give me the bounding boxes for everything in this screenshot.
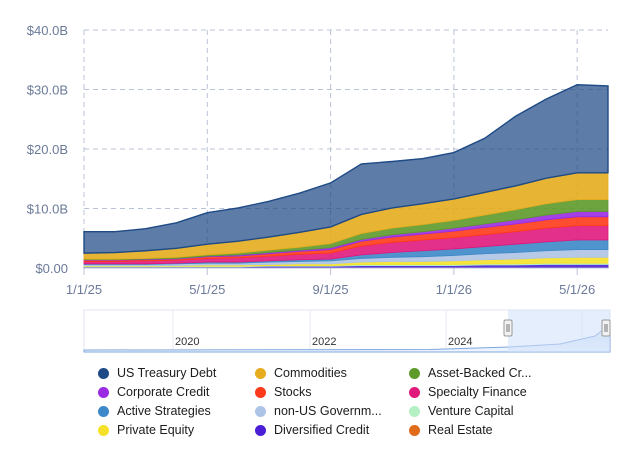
y-tick-label: $10.0B [27, 202, 68, 217]
x-tick-label: 5/1/25 [189, 282, 225, 297]
legend-swatch-icon [409, 424, 420, 436]
legend-item[interactable]: Active Strategies [98, 404, 211, 418]
legend-swatch-icon [255, 405, 266, 417]
legend-label: Real Estate [428, 423, 493, 437]
legend-item[interactable]: Private Equity [98, 423, 194, 437]
legend-label: Private Equity [117, 423, 195, 437]
legend-label: Active Strategies [117, 404, 211, 418]
navigator-tick-label: 2020 [175, 336, 199, 348]
legend-item[interactable]: non-US Governm... [255, 404, 382, 418]
navigator-selected-range[interactable] [508, 310, 610, 352]
legend-swatch-icon [409, 386, 420, 398]
legend-item[interactable]: Corporate Credit [98, 385, 209, 399]
legend-item[interactable]: Venture Capital [409, 404, 513, 418]
x-tick-label: 1/1/26 [436, 282, 472, 297]
series-areas [83, 84, 609, 269]
y-tick-label: $0.00 [35, 261, 68, 276]
legend-swatch-icon [409, 405, 420, 417]
legend-item[interactable]: Stocks [255, 385, 312, 399]
legend-label: Stocks [274, 385, 312, 399]
y-tick-label: $40.0B [27, 23, 68, 38]
x-tick-label: 9/1/25 [313, 282, 349, 297]
navigator-tick-label: 2024 [448, 336, 472, 348]
legend-label: Diversified Credit [274, 423, 370, 437]
navigator-tick-label: 2022 [312, 336, 336, 348]
legend-item[interactable]: Asset-Backed Cr... [409, 366, 532, 380]
legend-label: Venture Capital [428, 404, 514, 418]
legend-swatch-icon [98, 405, 109, 417]
legend-swatch-icon [255, 367, 266, 379]
legend-item[interactable]: Real Estate [409, 423, 493, 437]
x-tick-label: 5/1/26 [559, 282, 595, 297]
x-tick-label: 1/1/25 [66, 282, 102, 297]
x-axis: 1/1/25 5/1/25 9/1/25 1/1/26 5/1/26 [66, 267, 608, 297]
y-tick-label: $30.0B [27, 83, 68, 98]
stacked-area-chart: rwa. $0.00 $10.0B $20.0B $30.0B $40.0B 1/1/2… [27, 23, 611, 353]
legend-label: non-US Governm... [274, 404, 382, 418]
navigator-left-handle[interactable] [503, 319, 513, 337]
legend-label: Specialty Finance [428, 385, 527, 399]
legend-swatch-icon [255, 386, 266, 398]
legend-swatch-icon [98, 424, 109, 436]
y-tick-label: $20.0B [27, 142, 68, 157]
navigator-right-handle[interactable] [601, 319, 611, 337]
legend-swatch-icon [98, 386, 109, 398]
legend-swatch-icon [255, 424, 266, 436]
legend-item[interactable]: Specialty Finance [409, 385, 527, 399]
legend-label: Corporate Credit [117, 385, 210, 399]
legend-item[interactable]: US Treasury Debt [98, 366, 216, 380]
watermark: rwa. [284, 139, 329, 166]
legend-swatch-icon [409, 367, 420, 379]
y-axis: $0.00 $10.0B $20.0B $30.0B $40.0B [27, 23, 68, 276]
legend-item[interactable]: Commodities [255, 366, 347, 380]
legend-label: US Treasury Debt [117, 366, 217, 380]
legend-item[interactable]: Diversified Credit [255, 423, 369, 437]
range-navigator[interactable]: 2020202220242026 [83, 309, 611, 353]
legend-label: Asset-Backed Cr... [428, 366, 532, 380]
legend-label: Commodities [274, 366, 347, 380]
legend-swatch-icon [98, 367, 109, 379]
area-us-treasury-debt [83, 84, 609, 254]
